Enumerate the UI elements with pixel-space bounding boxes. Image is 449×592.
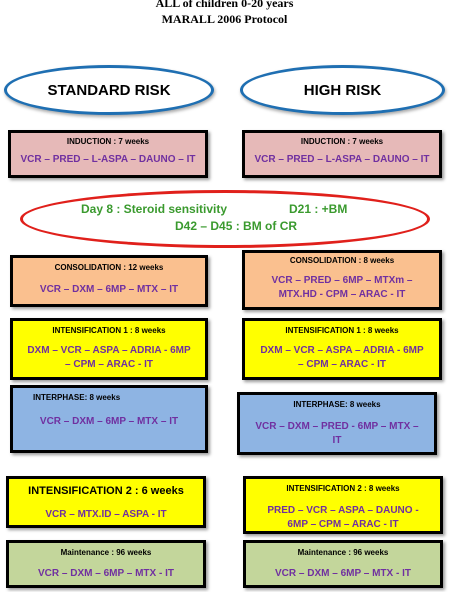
high-consolidation-head: CONSOLIDATION : 8 weeks <box>289 256 395 265</box>
high-interphase-drugs-line2: IT <box>332 435 342 446</box>
standard-consolidation-box: CONSOLIDATION : 12 weeks VCR – DXM – 6MP… <box>10 255 208 307</box>
high-consolidation-drugs-line1: VCR – PRED – 6MP – MTXm – <box>271 275 413 286</box>
high-risk-label: HIGH RISK <box>303 81 382 99</box>
standard-intensification2-drugs: VCR – MTX.ID – ASPA - IT <box>45 509 167 520</box>
high-maintenance-head: Maintenance : 96 weeks <box>297 548 389 557</box>
high-interphase-drugs-line1: VCR – DXM – PRED - 6MP – MTX – <box>255 421 419 432</box>
high-intensification1-head: INTENSIFICATION 1 : 8 weeks <box>285 326 399 335</box>
high-maintenance-box: Maintenance : 96 weeks VCR – DXM – 6MP –… <box>243 540 443 588</box>
high-risk-header: HIGH RISK <box>240 65 445 115</box>
standard-intensification2-head: INTENSIFICATION 2 : 6 weeks <box>28 485 184 497</box>
steroid-sensitivity-ellipse: Day 8 : Steroid sensitivity D21 : +BM D4… <box>20 190 430 248</box>
high-consolidation-box: CONSOLIDATION : 8 weeks VCR – PRED – 6MP… <box>242 250 442 310</box>
standard-consolidation-head: CONSOLIDATION : 12 weeks <box>54 263 164 272</box>
standard-interphase-drugs: VCR – DXM – 6MP – MTX – IT <box>39 416 179 427</box>
standard-induction-box: INDUCTION : 7 weeks VCR – PRED – L-ASPA … <box>8 130 208 178</box>
high-intensification2-head: INTENSIFICATION 2 : 8 weeks <box>286 484 400 493</box>
standard-maintenance-box: Maintenance : 96 weeks VCR – DXM – 6MP –… <box>6 540 206 588</box>
standard-intensification1-box: INTENSIFICATION 1 : 8 weeks DXM – VCR – … <box>10 318 208 380</box>
diagram-title-line1: ALL of children 0-20 years <box>155 0 294 10</box>
standard-induction-drugs: VCR – PRED – L-ASPA – DAUNO – IT <box>20 154 196 165</box>
standard-intensification1-head: INTENSIFICATION 1 : 8 weeks <box>52 326 166 335</box>
standard-risk-header: STANDARD RISK <box>4 65 214 115</box>
high-intensification1-box: INTENSIFICATION 1 : 8 weeks DXM – VCR – … <box>242 318 442 380</box>
steroid-sensitivity-d42: D42 – D45 : BM of CR <box>175 219 298 233</box>
steroid-sensitivity-day8: Day 8 : Steroid sensitivity <box>81 202 228 216</box>
standard-intensification1-drugs-line1: DXM – VCR – ASPA – ADRIA - 6MP <box>27 345 191 356</box>
high-intensification2-box: INTENSIFICATION 2 : 8 weeks PRED – VCR –… <box>243 476 443 534</box>
high-interphase-head: INTERPHASE: 8 weeks <box>293 400 381 409</box>
standard-risk-label: STANDARD RISK <box>47 81 171 99</box>
high-consolidation-drugs-line2: MTX.HD - CPM – ARAC - IT <box>278 289 406 300</box>
high-interphase-box: INTERPHASE: 8 weeks VCR – DXM – PRED - 6… <box>237 392 437 455</box>
standard-interphase-head: INTERPHASE: 8 weeks <box>33 393 121 402</box>
high-induction-drugs: VCR – PRED – L-ASPA – DAUNO – IT <box>254 154 430 165</box>
high-intensification1-drugs-line1: DXM – VCR – ASPA – ADRIA - 6MP <box>260 345 424 356</box>
standard-consolidation-drugs: VCR – DXM – 6MP – MTX – IT <box>39 284 179 295</box>
standard-induction-head: INDUCTION : 7 weeks <box>66 137 150 146</box>
high-intensification2-drugs-line2: 6MP – CPM – ARAC - IT <box>287 519 399 530</box>
high-intensification2-drugs-line1: PRED – VCR – ASPA – DAUNO - <box>267 505 419 516</box>
standard-maintenance-head: Maintenance : 96 weeks <box>60 548 152 557</box>
high-intensification1-drugs-line2: – CPM – ARAC - IT <box>298 359 386 370</box>
high-maintenance-drugs: VCR – DXM – 6MP – MTX - IT <box>275 568 411 579</box>
standard-intensification2-box: INTENSIFICATION 2 : 6 weeks VCR – MTX.ID… <box>6 476 206 528</box>
standard-intensification1-drugs-line2: – CPM – ARAC - IT <box>65 359 153 370</box>
diagram-title-line2: MARALL 2006 Protocol <box>161 12 288 26</box>
high-induction-box: INDUCTION : 7 weeks VCR – PRED – L-ASPA … <box>242 130 442 178</box>
standard-maintenance-drugs: VCR – DXM – 6MP – MTX - IT <box>38 568 174 579</box>
steroid-sensitivity-d21: D21 : +BM <box>289 202 348 216</box>
high-induction-head: INDUCTION : 7 weeks <box>300 137 384 146</box>
standard-interphase-box: INTERPHASE: 8 weeks VCR – DXM – 6MP – MT… <box>10 385 208 453</box>
